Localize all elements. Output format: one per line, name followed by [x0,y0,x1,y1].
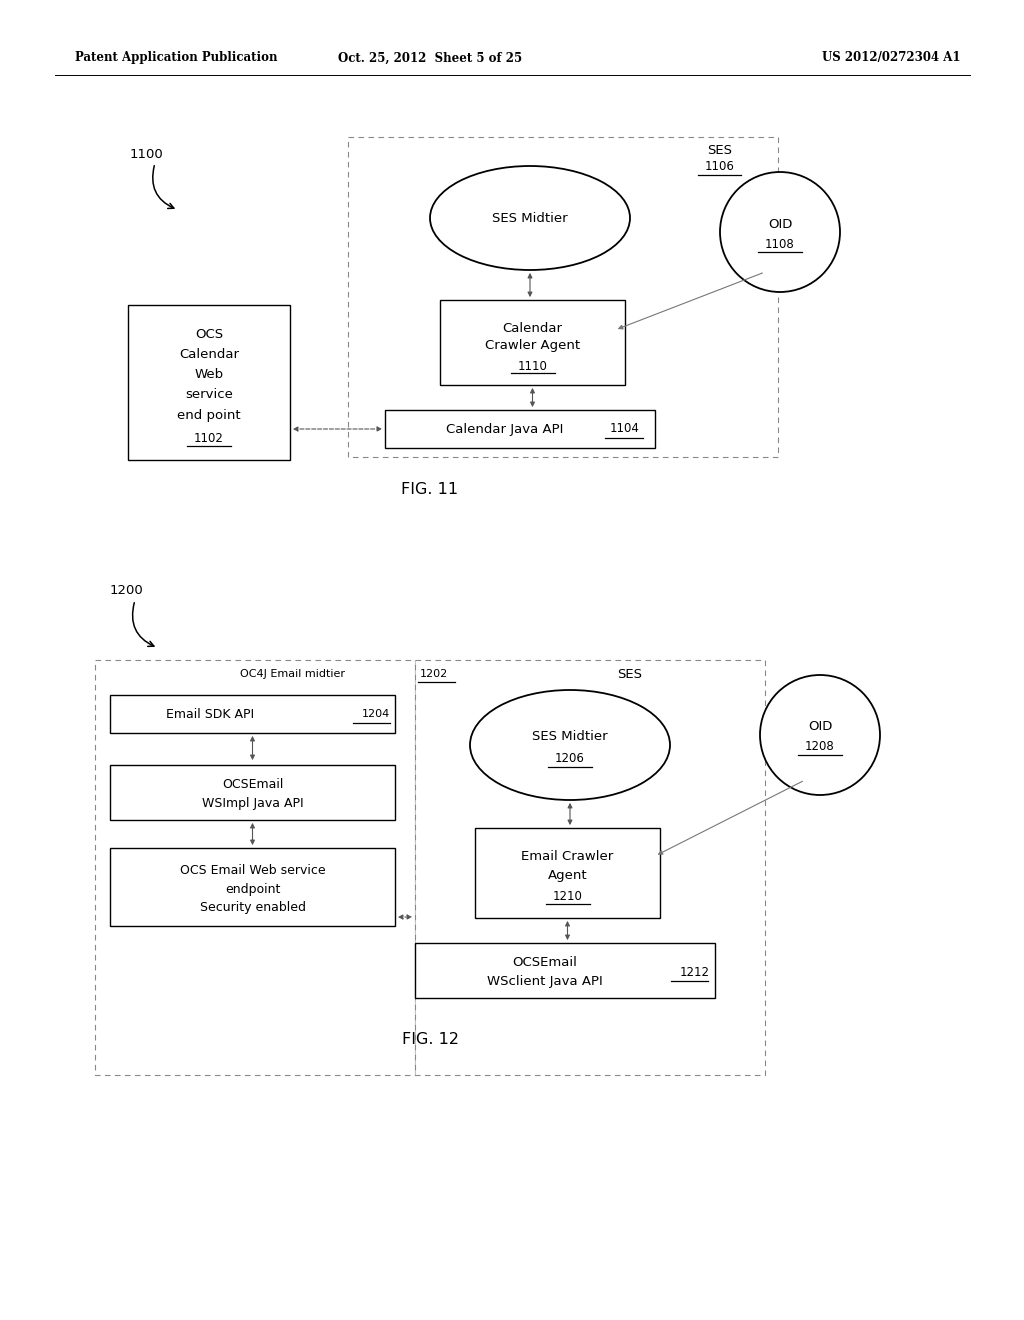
Text: OID: OID [808,721,833,734]
Text: Oct. 25, 2012  Sheet 5 of 25: Oct. 25, 2012 Sheet 5 of 25 [338,51,522,65]
Bar [440,300,625,385]
Text: 1208: 1208 [805,741,835,754]
Bar [348,137,778,457]
Text: 1110: 1110 [517,359,548,372]
Text: 1108: 1108 [765,238,795,251]
Text: 1106: 1106 [706,161,735,173]
Circle shape [720,172,840,292]
Ellipse shape [470,690,670,800]
Text: WSclient Java API: WSclient Java API [487,974,603,987]
Text: Security enabled: Security enabled [200,902,305,915]
Bar [415,942,715,998]
Text: 1206: 1206 [555,752,585,766]
Text: Patent Application Publication: Patent Application Publication [75,51,278,65]
Bar [110,696,395,733]
Text: SES: SES [708,144,732,157]
Text: 1210: 1210 [553,890,583,903]
Bar [385,411,655,447]
Text: 1100: 1100 [130,149,164,161]
Text: OCS Email Web service: OCS Email Web service [179,863,326,876]
Text: Email Crawler: Email Crawler [521,850,613,862]
Bar [95,660,415,1074]
Text: 1200: 1200 [110,583,143,597]
Bar [475,828,660,917]
Text: Calendar: Calendar [179,348,239,362]
Text: Agent: Agent [548,870,588,883]
Text: endpoint: endpoint [225,883,281,896]
Text: end point: end point [177,408,241,421]
Bar [110,766,395,820]
Text: Crawler Agent: Crawler Agent [485,339,580,352]
Text: 1202: 1202 [420,669,449,678]
Text: Calendar Java API: Calendar Java API [446,422,563,436]
Text: SES Midtier: SES Midtier [493,211,568,224]
Text: Calendar: Calendar [503,322,562,334]
Bar [110,847,395,927]
Text: Email SDK API: Email SDK API [166,708,254,721]
Bar [415,660,765,1074]
Text: US 2012/0272304 A1: US 2012/0272304 A1 [821,51,961,65]
Text: service: service [185,388,232,401]
Text: SES Midtier: SES Midtier [532,730,608,743]
Ellipse shape [430,166,630,271]
Text: WSImpl Java API: WSImpl Java API [202,796,303,809]
Text: FIG. 11: FIG. 11 [401,483,459,498]
Text: OCSEmail: OCSEmail [222,779,284,792]
Circle shape [760,675,880,795]
Text: OC4J Email midtier: OC4J Email midtier [240,669,345,678]
Text: OID: OID [768,218,793,231]
Text: OCS: OCS [195,329,223,342]
Bar [128,305,290,459]
Text: SES: SES [617,668,642,681]
Text: Web: Web [195,368,223,381]
Text: OCSEmail: OCSEmail [513,957,578,969]
Text: 1104: 1104 [610,422,640,436]
Text: 1102: 1102 [195,432,224,445]
Text: FIG. 12: FIG. 12 [401,1032,459,1048]
Text: 1212: 1212 [680,966,710,979]
Text: 1204: 1204 [361,709,390,719]
